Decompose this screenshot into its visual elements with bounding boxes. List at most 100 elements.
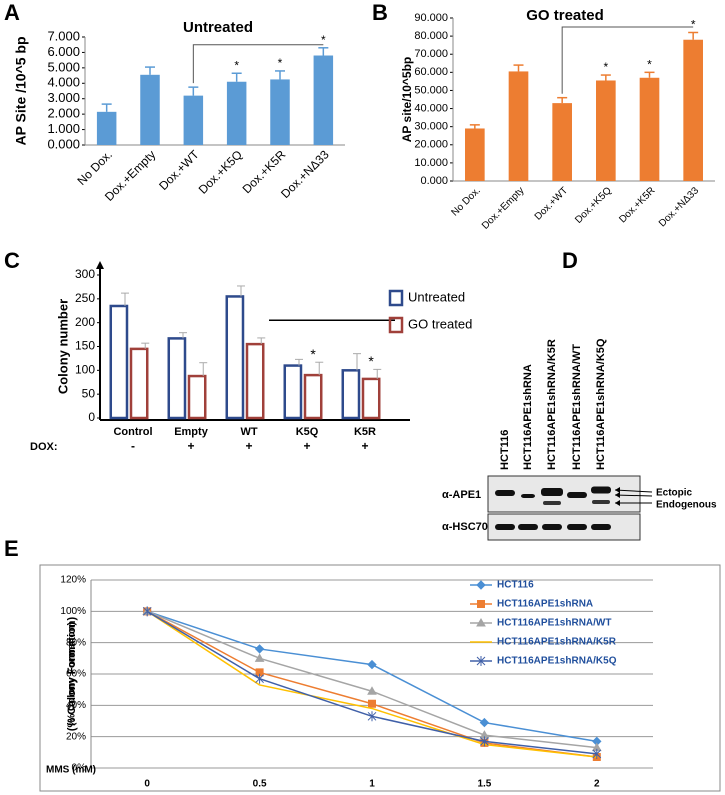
band [541,488,563,496]
y-tick-label: 50.000 [414,84,448,96]
band [591,524,611,530]
significance-marker: * [278,56,283,70]
legend-label: GO treated [408,316,472,331]
y-axis-label: AP site/10^5bp [400,57,414,143]
bar [270,79,290,145]
row-label: α-APE1 [442,489,481,501]
x-tick-label: WT [240,426,257,438]
y-tick-label: 30.000 [414,121,448,133]
y-tick-label: 0.000 [47,136,80,151]
bar [167,337,187,420]
y-tick-label: 40.000 [414,102,448,114]
x-tick-label: 1 [369,779,375,790]
y-tick-label: 1.000 [47,121,80,136]
significance-marker: * [691,18,696,32]
panel-e-frame [39,564,721,792]
x-tick-label: 1.5 [477,779,491,790]
bar [639,77,660,181]
y-tick-label: 10.000 [414,157,448,169]
x-tick-label: Dox.+K5Q [196,147,245,196]
bar [109,304,129,420]
y-tick-label: 6.000 [47,44,80,59]
row-value: + [187,439,194,453]
y-tick-label: 7.000 [47,28,80,43]
y-tick-label: 60% [66,669,86,680]
significance-marker: * [603,60,608,74]
lane-label: HCT116APE1shRNA [522,364,534,470]
y-tick-label: 80% [66,637,86,648]
line-marker [142,606,152,617]
bar [303,373,323,420]
y-tick-label: 2.000 [47,106,80,121]
line-marker [255,673,264,684]
line-marker [592,748,602,759]
legend-label: HCT116APE1shRNA/WT [497,618,611,629]
y-axis-label: (% Colony Formation) [66,617,78,732]
bar [129,347,149,420]
x-tick-label: No Dox. [449,185,482,218]
arrow-head [615,492,620,498]
y-tick-label: 50 [82,386,96,400]
arrow [614,489,653,493]
significance-marker: * [647,58,652,72]
chart-title: Untreated [183,19,253,36]
significance-marker: * [234,58,239,72]
y-tick-label: 0.000 [420,175,448,187]
legend-swatch [388,316,404,334]
line-marker [476,617,486,627]
y-tick-label: 0 [88,410,95,424]
arrow-head [615,500,620,506]
lane-label: HCT116APE1shRNA/WT [571,344,583,470]
x-tick-label: No Dox. [74,147,115,188]
y-tick-label: 3.000 [47,90,80,105]
legend-label: Untreated [408,289,465,304]
bar [508,71,529,181]
band [495,490,515,496]
band [591,486,611,494]
line-marker [367,659,377,670]
row-label: DOX: [30,441,58,453]
band [567,524,587,530]
significance-marker: * [368,353,374,369]
annotation: Ectopic [656,488,693,499]
band [567,492,587,498]
x-tick-label: Empty [174,426,209,438]
bar [283,364,303,420]
bar [361,377,381,420]
band [592,500,610,504]
line-marker [254,653,265,662]
x-tick-label: K5R [354,426,376,438]
bracket [192,44,324,84]
bar [183,95,204,145]
x-tick-label: 0 [144,779,150,790]
lane-label: HCT116 [499,430,511,470]
series-line [146,610,597,749]
arrow [614,494,653,497]
x-tick-label: 2 [594,779,600,790]
line-marker [367,686,377,695]
x-tick-label: Dox.+NΔ33 [657,185,701,229]
x-tick-label: Control [113,426,152,438]
band [495,524,515,530]
band [542,524,562,530]
bracket [561,26,694,94]
series-line [146,610,597,755]
line-marker [255,668,264,677]
annotation: Endogenous [656,500,717,511]
y-axis-label: AP Site /10^5 bp [13,36,29,145]
line-marker [367,711,377,722]
bar [96,111,117,145]
y-tick-label: 5.000 [47,59,80,74]
legend-label: HCT116APE1shRNA [497,599,593,610]
line-marker [479,717,490,728]
bar [341,369,361,420]
significance-marker: * [321,33,326,47]
series-line [146,610,597,743]
row-value: + [361,439,368,453]
panel-label: D [562,248,578,273]
row-value: + [245,439,252,453]
legend-swatch [388,289,404,307]
panel-label: A [4,0,20,25]
bar [465,128,485,181]
